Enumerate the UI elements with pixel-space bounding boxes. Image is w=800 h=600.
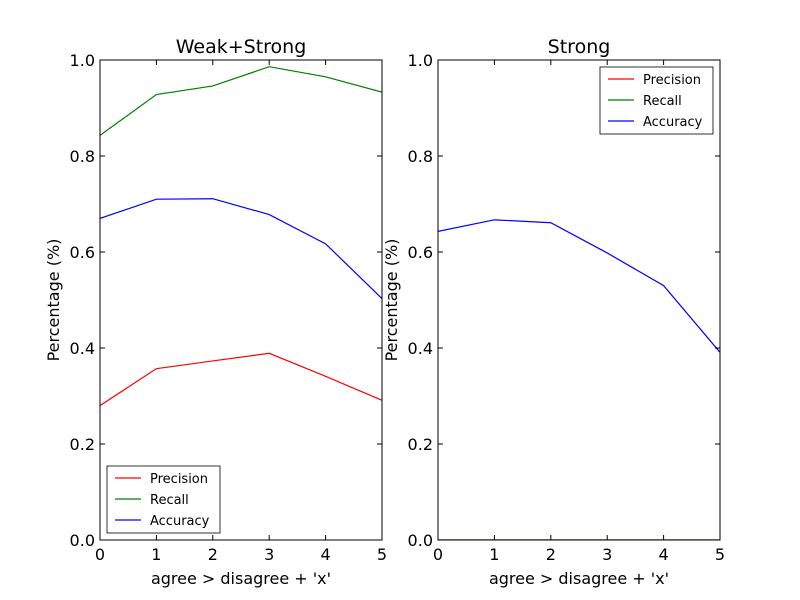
panel-strong: Strong agree > disagree + 'x' Percentage… — [382, 36, 669, 588]
panel-title: Strong — [548, 36, 611, 58]
x-tick-label: 2 — [208, 545, 218, 564]
x-tick-label: 4 — [321, 545, 331, 564]
y-tick-label: 0.2 — [408, 435, 433, 454]
x-axis-label: agree > disagree + 'x' — [151, 569, 331, 588]
legend: Precision Recall Accuracy — [106, 465, 221, 534]
y-tick-label: 0.0 — [70, 531, 95, 550]
x-tick-label: 1 — [489, 545, 499, 564]
y-axis-label: Percentage (%) — [382, 239, 401, 362]
legend-entry-accuracy: Accuracy — [150, 514, 210, 529]
x-tick-label: 3 — [264, 545, 274, 564]
y-tick-label: 0.4 — [70, 339, 95, 358]
x-tick-label: 2 — [546, 545, 556, 564]
axes-frame — [437, 59, 721, 541]
y-tick-label: 0.0 — [408, 531, 433, 550]
axes-frame — [99, 59, 383, 541]
y-tick-label: 0.6 — [70, 243, 95, 262]
y-tick-label: 1.0 — [70, 51, 95, 70]
x-tick-label: 3 — [602, 545, 612, 564]
chart-plot-0: 0 1 2 3 4 5 0.0 0.2 0.4 0.6 0.8 1.0 Precision Recall A… — [70, 51, 388, 564]
legend-entry-accuracy: Accuracy — [643, 115, 703, 130]
y-tick-label: 0.8 — [70, 147, 95, 166]
y-tick-label: 0.8 — [408, 147, 433, 166]
x-tick-label: 0 — [95, 545, 105, 564]
series-line-accuracy — [100, 198, 382, 299]
y-axis-label: Percentage (%) — [44, 239, 63, 362]
x-axis-label: agree > disagree + 'x' — [489, 569, 669, 588]
chart-plot-1: 0 1 2 3 4 5 0.0 0.2 0.4 0.6 0.8 1.0 Precision Recall A… — [408, 51, 726, 564]
legend-entry-recall: Recall — [150, 493, 189, 508]
series-line-recall — [100, 66, 382, 136]
series-line-accuracy — [438, 219, 720, 353]
y-tick-label: 0.6 — [408, 243, 433, 262]
legend: Precision Recall Accuracy — [599, 66, 714, 135]
panel-weak-strong: Weak+Strong agree > disagree + 'x' Perce… — [44, 36, 331, 588]
legend-entry-precision: Precision — [643, 73, 701, 88]
y-tick-label: 0.2 — [70, 435, 95, 454]
x-tick-label: 4 — [659, 545, 669, 564]
y-tick-label: 1.0 — [408, 51, 433, 70]
x-tick-label: 5 — [715, 545, 725, 564]
legend-entry-precision: Precision — [150, 472, 208, 487]
x-tick-label: 0 — [433, 545, 443, 564]
panel-title: Weak+Strong — [176, 36, 307, 58]
y-tick-label: 0.4 — [408, 339, 433, 358]
x-tick-label: 1 — [151, 545, 161, 564]
series-line-precision — [100, 352, 382, 407]
legend-entry-recall: Recall — [643, 94, 682, 109]
x-tick-label: 5 — [377, 545, 387, 564]
